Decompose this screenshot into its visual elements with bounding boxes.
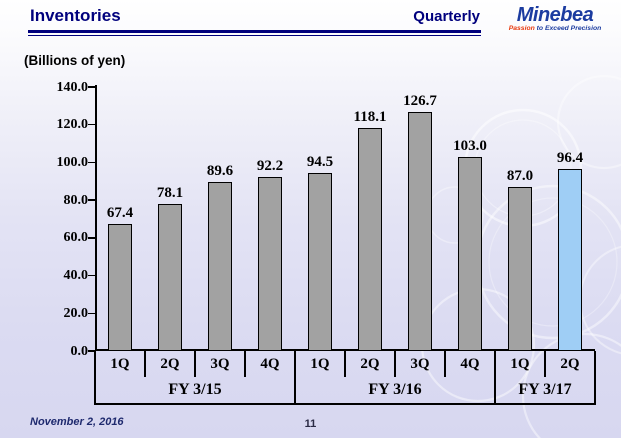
axis-unit-label: (Billions of yen) [24,53,126,68]
y-tick-mark [88,274,95,277]
y-tick-mark [88,350,95,352]
page-number: 11 [304,418,317,430]
y-tick-mark [88,161,95,164]
y-tick-mark [88,237,95,239]
fy-group-label: FY 3/15 [168,381,222,398]
bar [408,112,432,351]
quarter-label: 4Q [260,356,280,372]
bar [208,182,232,351]
logo-tagline: Passion to Exceed Precision [494,25,616,33]
title-rule-thick [28,30,481,33]
y-tick-mark [88,123,95,126]
quarter-label: 2Q [560,356,580,372]
bar [158,203,182,351]
quarter-separator [544,351,546,377]
bar-value-label: 94.5 [306,153,334,170]
quarter-label: 2Q [360,356,380,372]
bar-value-label: 118.1 [353,109,387,126]
quarter-label: 4Q [460,356,480,372]
fy-separator [294,351,296,403]
bar-value-label: 67.4 [106,204,134,221]
quarter-separator [194,351,196,377]
quarter-separator [444,351,446,377]
quarter-label: 3Q [210,356,230,372]
logo-tagline-passion: Passion [508,25,535,32]
axis-bottom-line [94,403,596,405]
minebea-logo: Minebea Passion to Exceed Precision [494,5,616,33]
y-tick-label: 120.0 [56,117,89,133]
bar-value-label: 87.0 [506,167,534,184]
y-tick-label: 80.0 [63,192,89,208]
y-tick-label: 0.0 [70,343,89,359]
fy-group-label: FY 3/16 [368,381,422,398]
y-tick-label: 140.0 [56,79,89,95]
y-tick-label: 100.0 [56,154,89,170]
page-title: Inventories [30,6,121,25]
bar-value-label: 78.1 [156,184,184,201]
quarter-label: 1Q [510,356,530,372]
bar-value-label: 89.6 [206,163,234,180]
fy-separator [94,351,96,403]
chart-plot-area [95,85,595,351]
bar [258,177,282,351]
y-tick-mark [88,86,95,88]
y-tick-mark [88,199,95,201]
y-tick-label: 20.0 [63,305,89,321]
logo-wordmark: Minebea [516,4,594,26]
bar [508,186,532,351]
bar-value-label: 96.4 [556,150,584,167]
fy-separator [594,351,596,403]
bar-value-label: 103.0 [453,137,487,154]
bar [458,156,482,351]
fy-group-label: FY 3/17 [518,381,572,398]
bar [358,128,382,351]
bar-value-label: 92.2 [256,158,284,175]
logo-tagline-rest: to Exceed Precision [534,25,602,32]
y-tick-label: 60.0 [63,230,89,246]
quarter-label: 2Q [160,356,180,372]
footer-date: November 2, 2016 [30,416,124,428]
title-rule-thin [28,35,481,36]
y-tick-label: 40.0 [63,268,89,284]
fy-separator [494,351,496,403]
quarter-separator [394,351,396,377]
bar [308,172,332,351]
bar [108,223,132,351]
quarter-separator [244,351,246,377]
subtitle-quarterly: Quarterly [413,8,480,25]
bar [558,169,582,351]
y-tick-mark [88,312,95,315]
quarter-separator [344,351,346,377]
quarter-label: 1Q [110,356,130,372]
quarter-label: 1Q [310,356,330,372]
quarter-separator [144,351,146,377]
quarter-label: 3Q [410,356,430,372]
bar-value-label: 126.7 [403,93,437,110]
